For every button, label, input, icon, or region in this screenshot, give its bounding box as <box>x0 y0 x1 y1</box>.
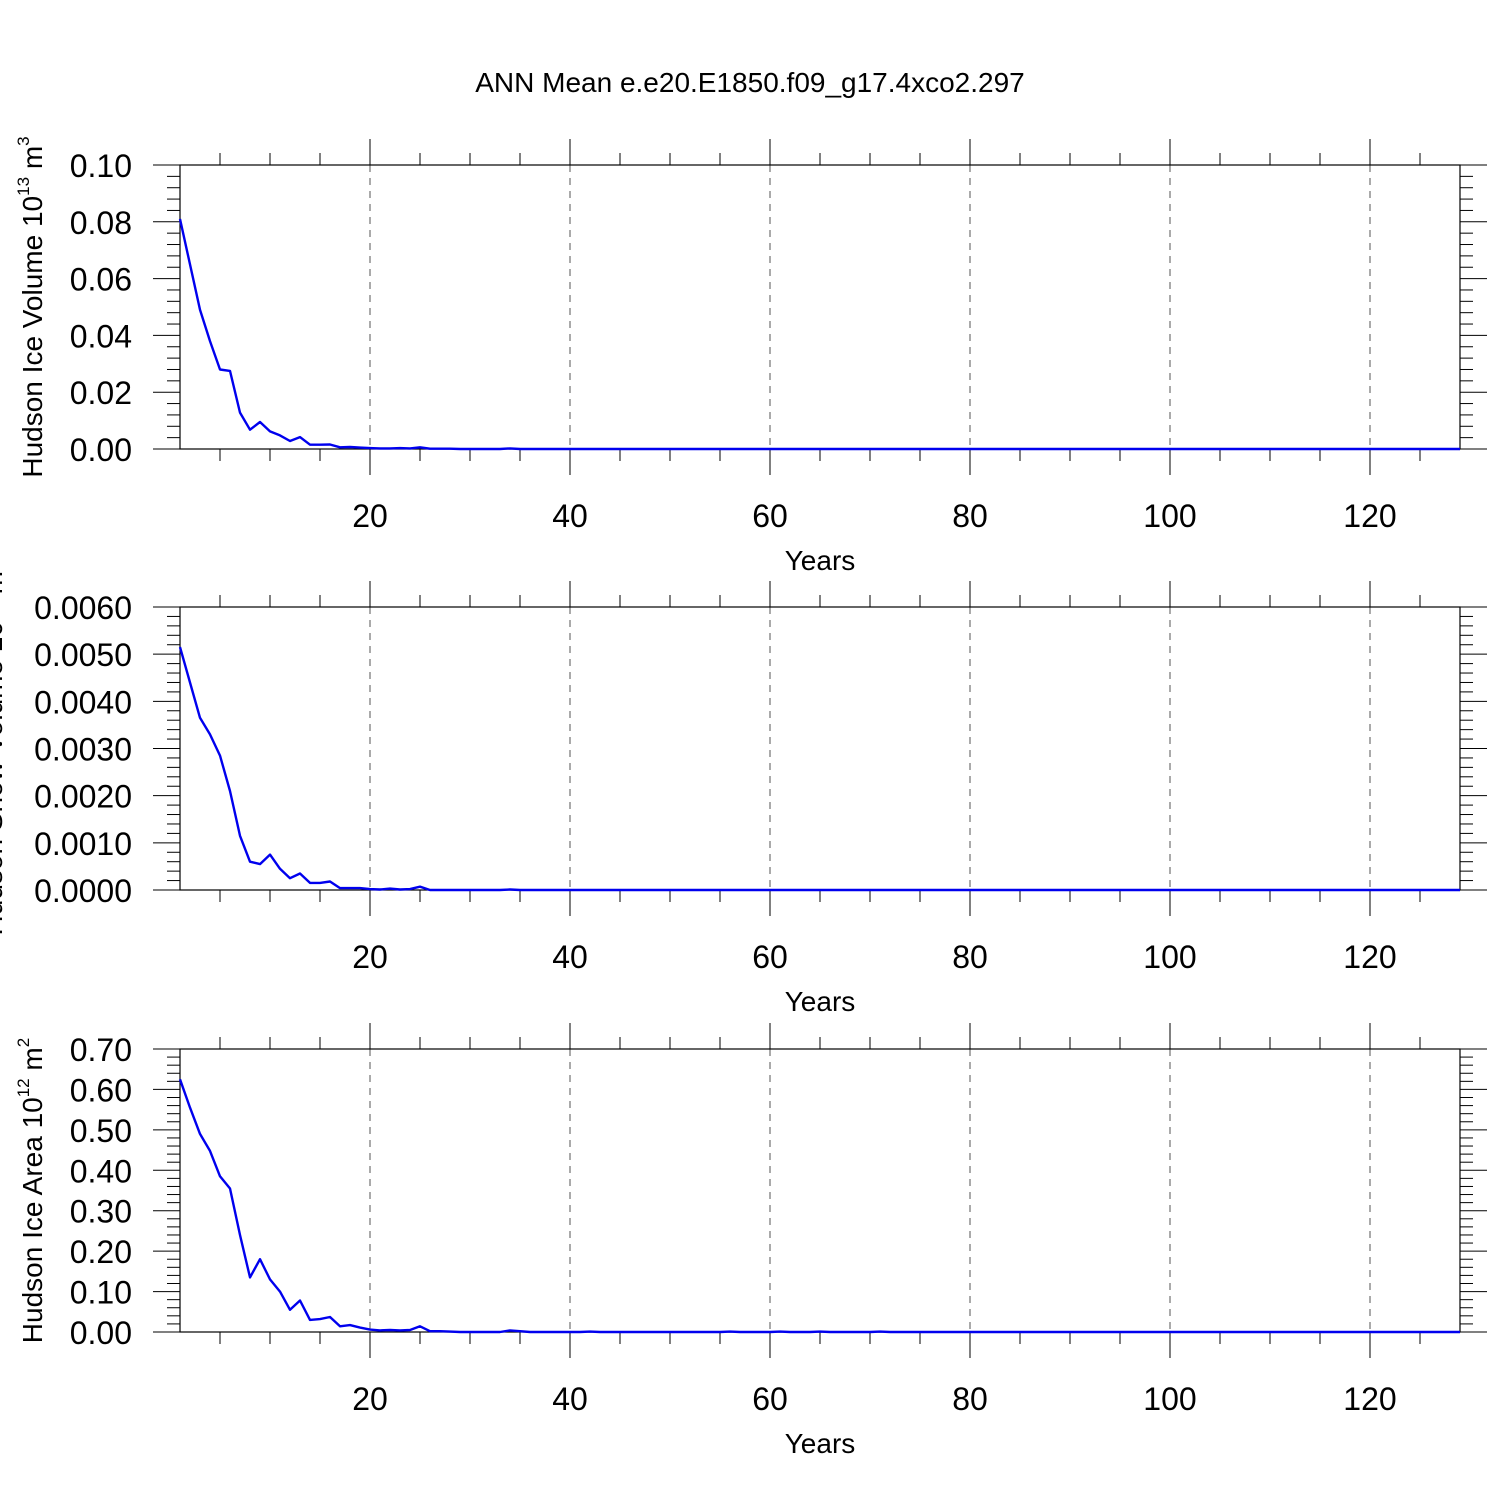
series-line-1 <box>178 646 1460 892</box>
y-tick-label: 0.00 <box>70 432 132 468</box>
x-tick-label: 80 <box>952 1381 988 1417</box>
y-tick-label: 0.04 <box>70 318 132 354</box>
x-tick-label: 40 <box>552 939 588 975</box>
y-axis-label: Hudson Ice Area 1012 m2 <box>14 1038 48 1343</box>
y-tick-label: 0.02 <box>70 375 132 411</box>
y-tick-label: 0.20 <box>70 1234 132 1270</box>
y-tick-label: 0.0010 <box>34 826 132 862</box>
y-tick-label: 0.60 <box>70 1072 132 1108</box>
y-tick-label: 0.0020 <box>34 779 132 815</box>
y-tick-label: 0.0000 <box>34 873 132 909</box>
y-tick-label: 0.0050 <box>34 637 132 673</box>
y-tick-label: 0.50 <box>70 1113 132 1149</box>
y-axis-label: Hudson Ice Volume 1013 m3 <box>14 136 48 477</box>
x-tick-label: 100 <box>1143 939 1196 975</box>
y-tick-label: 0.00 <box>70 1315 132 1351</box>
x-axis-label: Years <box>785 545 856 576</box>
x-tick-label: 100 <box>1143 498 1196 534</box>
x-tick-label: 80 <box>952 939 988 975</box>
x-tick-label: 60 <box>752 1381 788 1417</box>
y-tick-label: 0.0040 <box>34 684 132 720</box>
y-axis-label: Hudson Snow Volume 1013 m3 <box>0 562 8 936</box>
x-tick-label: 40 <box>552 498 588 534</box>
y-tick-label: 0.30 <box>70 1194 132 1230</box>
x-tick-label: 20 <box>352 498 388 534</box>
x-axis-label: Years <box>785 1428 856 1459</box>
chart-title: ANN Mean e.e20.E1850.f09_g17.4xco2.297 <box>475 67 1025 98</box>
x-tick-label: 120 <box>1343 498 1396 534</box>
x-tick-label: 120 <box>1343 1381 1396 1417</box>
x-tick-label: 80 <box>952 498 988 534</box>
chart-panel-1: 20 40 60 80 100 120 0.00 0.02 0.04 0.06 0.08 0.10 Ye… <box>14 136 1487 576</box>
x-tick-label: 60 <box>752 498 788 534</box>
series-line-1 <box>178 218 1460 451</box>
x-tick-label: 40 <box>552 1381 588 1417</box>
x-tick-label: 60 <box>752 939 788 975</box>
x-tick-label: 120 <box>1343 939 1396 975</box>
y-tick-label: 0.70 <box>70 1032 132 1068</box>
chart-panel-2: 20 40 60 80 100 120 0.0000 0.0010 0.0020 0.0030 0.… <box>0 562 1487 1017</box>
y-tick-label: 0.40 <box>70 1153 132 1189</box>
series-line-1 <box>178 1078 1460 1334</box>
x-tick-label: 20 <box>352 1381 388 1417</box>
y-tick-label: 0.10 <box>70 148 132 184</box>
y-tick-label: 0.08 <box>70 205 132 241</box>
y-tick-label: 0.06 <box>70 262 132 298</box>
x-axis-label: Years <box>785 986 856 1017</box>
y-tick-label: 0.0030 <box>34 732 132 768</box>
x-tick-label: 20 <box>352 939 388 975</box>
chart-panel-3: 20 40 60 80 100 120 0.00 0.10 0.20 0.30 0.40 0.50 0.… <box>14 1023 1487 1459</box>
y-tick-label: 0.0060 <box>34 590 132 626</box>
y-tick-label: 0.10 <box>70 1275 132 1311</box>
x-tick-label: 100 <box>1143 1381 1196 1417</box>
